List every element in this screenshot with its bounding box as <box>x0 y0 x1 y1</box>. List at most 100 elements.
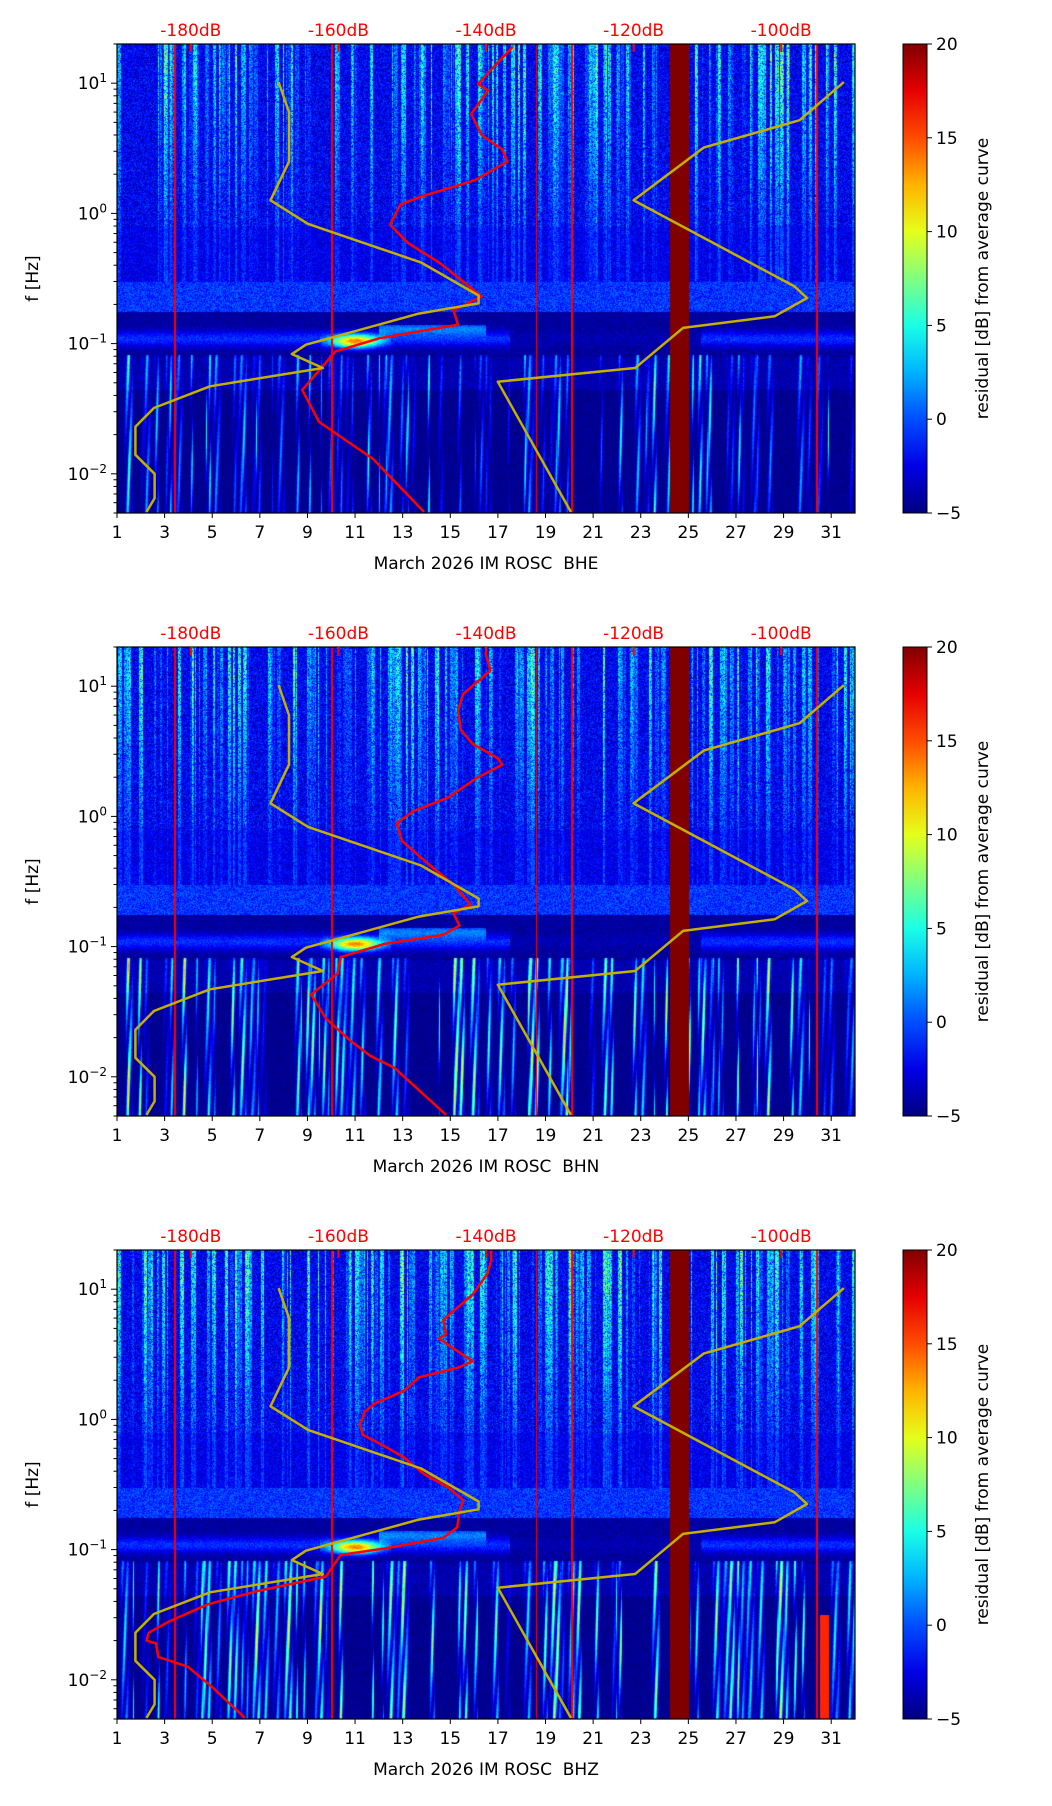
x-tick-label: 25 <box>678 523 700 543</box>
x-tick-label: 27 <box>725 523 747 543</box>
x-tick-label: 11 <box>344 523 366 543</box>
x-tick-label: 9 <box>302 523 313 543</box>
x-tick-label: 23 <box>630 1126 652 1146</box>
top-db-label: -140dB <box>455 1227 516 1247</box>
x-tick-label: 29 <box>773 523 795 543</box>
x-tick-label: 23 <box>630 1729 652 1749</box>
y-tick-base: 10 <box>68 465 90 485</box>
y-tick-label: 101 <box>78 71 107 94</box>
y-tick-base: 10 <box>78 807 100 827</box>
y-tick-exponent: 0 <box>99 804 107 818</box>
top-db-label: -140dB <box>455 21 516 41</box>
plot-frame <box>116 646 856 1117</box>
x-tick-label: 5 <box>207 523 218 543</box>
x-tick-label: 27 <box>725 1729 747 1749</box>
top-db-label: -100dB <box>751 1227 812 1247</box>
y-tick-label: 101 <box>78 674 107 697</box>
top-db-label: -160dB <box>308 21 369 41</box>
colorbar-tick-label: 5 <box>936 919 947 939</box>
y-tick-label: 10−1 <box>68 1538 107 1561</box>
y-tick-base: 10 <box>78 74 100 94</box>
spectrogram-image-bhe <box>117 44 855 513</box>
nlnm-curve <box>134 1287 480 1719</box>
x-axis-label: March 2026 IM ROSC BHE <box>374 554 599 574</box>
nlnm-curve <box>134 81 480 513</box>
x-tick-label: 29 <box>773 1126 795 1146</box>
x-tick-label: 5 <box>207 1126 218 1146</box>
x-axis-label: March 2026 IM ROSC BHZ <box>373 1760 599 1780</box>
psd-curve <box>145 1250 493 1719</box>
colorbar-tick-label: −5 <box>936 1107 961 1127</box>
nhnm-curve <box>496 684 845 1116</box>
y-tick-label: 10−2 <box>68 462 107 485</box>
colorbar: −5 0 5 10 15 20 residual [dB] from average cur… <box>902 638 993 1127</box>
top-db-label: -180dB <box>160 624 221 644</box>
y-tick-exponent: −1 <box>89 332 107 346</box>
y-axis-label: f [Hz] <box>23 858 43 904</box>
x-tick-label: 9 <box>302 1729 313 1749</box>
y-tick-exponent: −2 <box>89 462 107 476</box>
plot-frame <box>116 43 856 514</box>
x-tick-label: 25 <box>678 1126 700 1146</box>
x-axis-label: March 2026 IM ROSC BHN <box>373 1157 600 1177</box>
y-tick-base: 10 <box>78 1410 100 1430</box>
x-tick-label: 13 <box>392 1126 414 1146</box>
y-tick-exponent: −2 <box>89 1065 107 1079</box>
colorbar-tick-label: −5 <box>936 1710 961 1730</box>
colorbar-label: residual [dB] from average curve <box>973 1344 993 1625</box>
y-tick-label: 100 <box>78 201 107 224</box>
psd-curve <box>309 651 504 1116</box>
colorbar-gradient <box>902 1249 928 1720</box>
nhnm-curve <box>496 81 845 513</box>
top-db-label: -160dB <box>308 624 369 644</box>
top-db-label: -120dB <box>603 624 664 644</box>
y-tick-label: 10−2 <box>68 1668 107 1691</box>
y-tick-label: 10−1 <box>68 332 107 355</box>
y-tick-exponent: 0 <box>99 1407 107 1421</box>
y-axis-label: f [Hz] <box>23 1461 43 1507</box>
y-tick-exponent: −1 <box>89 1538 107 1552</box>
x-tick-label: 3 <box>159 523 170 543</box>
top-db-label: -120dB <box>603 21 664 41</box>
x-tick-label: 15 <box>439 1729 461 1749</box>
colorbar-tick-label: 20 <box>936 638 958 658</box>
x-tick-label: 15 <box>439 1126 461 1146</box>
x-tick-label: 17 <box>487 523 509 543</box>
colorbar-tick-label: 0 <box>936 1616 947 1636</box>
top-db-label: -160dB <box>308 1227 369 1247</box>
x-tick-label: 1 <box>112 523 123 543</box>
x-tick-label: 15 <box>439 523 461 543</box>
panel-bhz: 1 3 5 7 9 11 13 15 17 19 21 23 25 27 29 31-180dB -160dB -… <box>23 1227 993 1780</box>
y-axis-label: f [Hz] <box>23 255 43 301</box>
x-tick-label: 21 <box>582 1729 604 1749</box>
y-tick-base: 10 <box>68 1541 90 1561</box>
x-tick-label: 3 <box>159 1126 170 1146</box>
colorbar-tick-label: 5 <box>936 1522 947 1542</box>
colorbar-tick-label: 20 <box>936 35 958 55</box>
y-tick-base: 10 <box>68 1671 90 1691</box>
x-tick-label: 19 <box>535 1126 557 1146</box>
spectrogram-image-bhn <box>117 647 855 1116</box>
colorbar-gradient <box>902 43 928 514</box>
colorbar-tick-label: 5 <box>936 316 947 336</box>
y-tick-exponent: 0 <box>99 201 107 215</box>
colorbar-label: residual [dB] from average curve <box>973 138 993 419</box>
y-tick-exponent: 1 <box>99 674 107 688</box>
top-db-label: -140dB <box>455 624 516 644</box>
x-tick-label: 25 <box>678 1729 700 1749</box>
colorbar-tick-label: 10 <box>936 826 958 846</box>
y-tick-exponent: −1 <box>89 935 107 949</box>
y-tick-base: 10 <box>68 335 90 355</box>
y-tick-base: 10 <box>78 1280 100 1300</box>
x-tick-label: 27 <box>725 1126 747 1146</box>
top-db-label: -100dB <box>751 624 812 644</box>
y-tick-base: 10 <box>68 1068 90 1088</box>
colorbar-tick-label: −5 <box>936 504 961 524</box>
y-tick-label: 100 <box>78 1407 107 1430</box>
y-tick-exponent: 1 <box>99 1277 107 1291</box>
x-tick-label: 5 <box>207 1729 218 1749</box>
x-tick-label: 23 <box>630 523 652 543</box>
y-tick-base: 10 <box>68 938 90 958</box>
colorbar: −5 0 5 10 15 20 residual [dB] from average cur… <box>902 35 993 524</box>
